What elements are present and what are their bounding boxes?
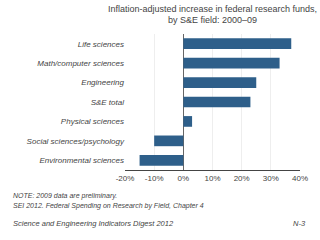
svg-text:Environmental sciences: Environmental sciences <box>40 156 124 165</box>
svg-text:-10%: -10% <box>145 174 164 183</box>
svg-text:30%: 30% <box>263 174 279 183</box>
svg-text:Math/computer sciences: Math/computer sciences <box>37 59 124 68</box>
svg-text:40%: 40% <box>292 174 308 183</box>
svg-text:10%: 10% <box>204 174 220 183</box>
svg-text:Life sciences: Life sciences <box>78 40 124 49</box>
svg-text:Inflation-adjusted increase in: Inflation-adjusted increase in federal r… <box>108 4 317 26</box>
svg-text:N-3: N-3 <box>293 219 306 228</box>
svg-text:S&E total: S&E total <box>91 98 125 107</box>
svg-text:20%: 20% <box>234 174 250 183</box>
svg-text:0%: 0% <box>178 174 190 183</box>
svg-text:-20%: -20% <box>116 174 135 183</box>
svg-text:Science and Engineering Indica: Science and Engineering Indicators Diges… <box>13 219 174 228</box>
svg-text:SEI 2012. Federal Spending on: SEI 2012. Federal Spending on Research b… <box>13 202 204 210</box>
svg-text:Social sciences/psychology: Social sciences/psychology <box>27 137 125 146</box>
svg-text:Physical sciences: Physical sciences <box>61 117 124 126</box>
svg-text:Engineering: Engineering <box>81 78 124 87</box>
svg-text:NOTE: 2009 data are preliminar: NOTE: 2009 data are preliminary. <box>13 192 117 200</box>
